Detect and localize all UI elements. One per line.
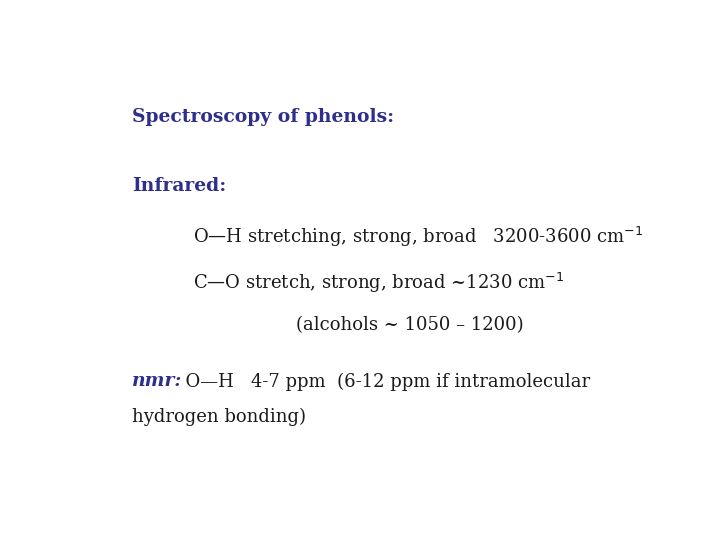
Text: Infrared:: Infrared: (132, 177, 226, 195)
Text: nmr:: nmr: (132, 373, 182, 390)
Text: (alcohols ~ 1050 – 1200): (alcohols ~ 1050 – 1200) (297, 316, 524, 334)
Text: Spectroscopy of phenols:: Spectroscopy of phenols: (132, 109, 394, 126)
Text: O—H   4-7 ppm  (6-12 ppm if intramolecular: O—H 4-7 ppm (6-12 ppm if intramolecular (174, 373, 590, 391)
Text: O—H stretching, strong, broad   3200-3600 cm$^{-1}$: O—H stretching, strong, broad 3200-3600 … (193, 225, 644, 249)
Text: hydrogen bonding): hydrogen bonding) (132, 408, 306, 426)
Text: C—O stretch, strong, broad ~1230 cm$^{-1}$: C—O stretch, strong, broad ~1230 cm$^{-1… (193, 271, 564, 295)
